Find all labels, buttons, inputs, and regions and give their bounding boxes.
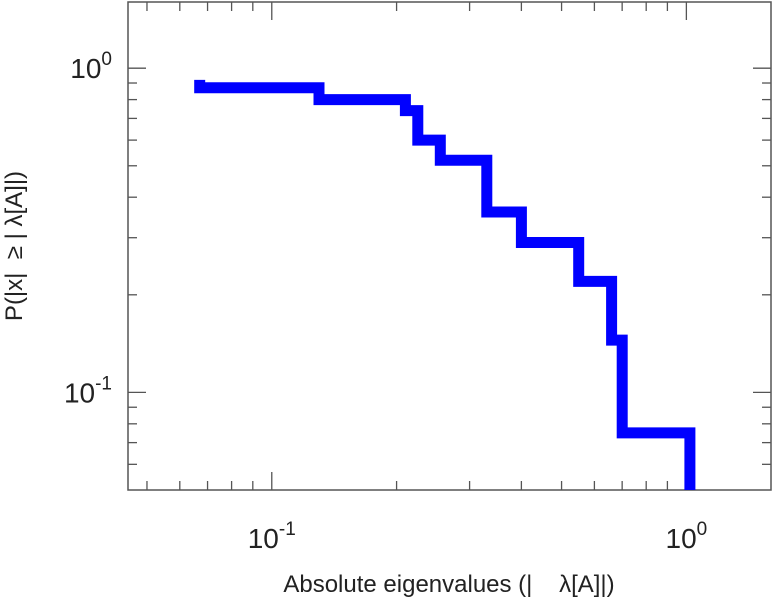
y-tick-label: 10-1 [64,373,112,408]
y-tick-label: 100 [70,49,112,84]
plot-area-frame [127,1,772,491]
major-ticks [128,2,771,490]
y-axis-label: P(|x| ≥ | λ[A]|) [1,171,28,321]
minor-ticks [128,2,771,490]
x-axis-label: Absolute eigenvalues (| λ[A]|) [283,571,614,598]
y-tick-labels: 10-1 100 [64,49,112,408]
series-step-line [194,79,696,490]
x-tick-label: 10-1 [248,519,296,554]
x-tick-labels: 10-1 100 [248,519,707,554]
x-tick-label: 100 [666,519,708,554]
